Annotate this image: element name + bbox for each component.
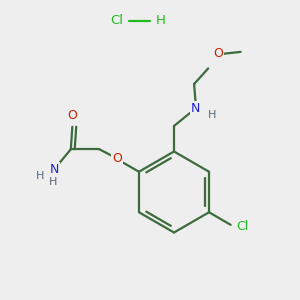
Text: Cl: Cl — [110, 14, 124, 28]
Text: H: H — [36, 171, 44, 181]
Text: Cl: Cl — [236, 220, 248, 233]
Text: O: O — [112, 152, 122, 165]
Text: N: N — [49, 163, 59, 176]
Text: H: H — [49, 177, 57, 187]
Text: H: H — [156, 14, 165, 28]
Text: H: H — [208, 110, 216, 120]
Text: N: N — [191, 102, 200, 115]
Text: O: O — [213, 47, 223, 60]
Text: O: O — [67, 109, 77, 122]
